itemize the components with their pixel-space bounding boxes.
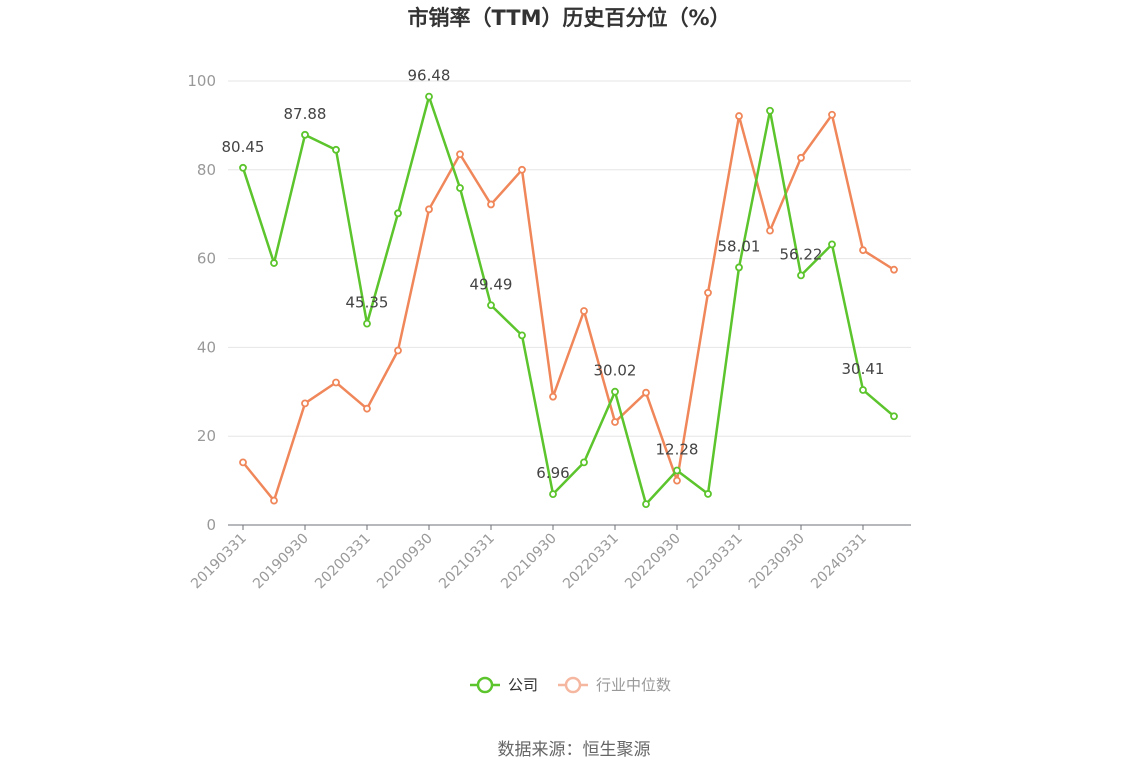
data-point xyxy=(394,209,402,218)
data-point xyxy=(828,110,836,119)
y-tick-label: 40 xyxy=(197,338,216,356)
data-point xyxy=(735,263,743,272)
data-point xyxy=(332,378,340,387)
data-point xyxy=(673,476,681,485)
x-tick-label: 20220930 xyxy=(622,531,684,593)
data-labels: 80.45 87.88 45.35 96.48 49.49 6.96 30.02 12.28 5… xyxy=(222,67,885,482)
x-tick-label: 20190331 xyxy=(188,531,250,593)
legend[interactable]: 公司 行业中位数 xyxy=(470,676,671,694)
data-point xyxy=(673,466,681,475)
legend-marker xyxy=(476,676,494,694)
data-label: 45.35 xyxy=(346,294,389,312)
data-point xyxy=(270,259,278,267)
data-point xyxy=(611,387,619,396)
data-point xyxy=(425,205,433,214)
y-axis: 0 20 40 60 80 100 xyxy=(187,72,216,534)
data-point xyxy=(487,301,495,310)
series-layer xyxy=(239,92,898,509)
data-point xyxy=(766,226,774,235)
data-point xyxy=(456,150,464,159)
legend-marker xyxy=(564,676,582,694)
data-point xyxy=(456,184,464,192)
legend-label: 行业中位数 xyxy=(596,676,671,694)
data-point xyxy=(549,392,557,401)
x-tick-label: 20210930 xyxy=(498,531,560,593)
x-tick-label: 20190930 xyxy=(250,531,312,593)
data-point xyxy=(859,246,867,255)
data-point xyxy=(487,200,495,209)
data-point xyxy=(859,386,867,394)
x-tick-label: 20240331 xyxy=(808,531,870,593)
x-tick-label: 20200930 xyxy=(374,531,436,593)
data-point xyxy=(518,165,526,174)
chart-title: 市销率（TTM）历史百分位（%） xyxy=(407,6,730,30)
data-point xyxy=(239,163,247,172)
data-point xyxy=(704,490,712,498)
data-point xyxy=(890,265,898,274)
data-point xyxy=(828,240,836,249)
data-label: 58.01 xyxy=(718,237,761,255)
x-tick-label: 20230331 xyxy=(684,531,746,593)
data-label: 12.28 xyxy=(656,440,699,458)
data-point xyxy=(239,458,247,467)
data-point xyxy=(890,412,898,421)
data-point xyxy=(611,418,619,426)
x-tick-label: 20230930 xyxy=(746,531,808,593)
data-point xyxy=(363,404,371,413)
data-point xyxy=(704,288,712,297)
data-point xyxy=(549,490,557,498)
y-tick-label: 60 xyxy=(197,250,216,268)
data-point xyxy=(580,307,588,315)
data-point xyxy=(270,496,278,505)
x-tick-label: 20200331 xyxy=(312,531,374,593)
data-label: 6.96 xyxy=(536,464,569,482)
data-point xyxy=(797,271,805,280)
y-tick-label: 0 xyxy=(206,516,216,534)
data-point xyxy=(425,92,433,101)
data-point xyxy=(363,319,371,328)
data-point xyxy=(580,458,588,467)
source-note: 数据来源：恒生聚源 xyxy=(498,740,651,760)
data-point xyxy=(797,153,805,162)
data-label: 80.45 xyxy=(222,138,265,156)
data-label: 30.02 xyxy=(594,362,637,380)
data-label: 30.41 xyxy=(842,360,885,378)
data-point xyxy=(332,145,340,154)
y-tick-label: 20 xyxy=(197,427,216,445)
data-point xyxy=(518,331,526,340)
legend-label: 公司 xyxy=(508,676,538,694)
data-label: 87.88 xyxy=(284,105,327,123)
data-label: 49.49 xyxy=(470,275,513,293)
data-point xyxy=(735,112,743,120)
data-point xyxy=(301,130,309,139)
legend-item[interactable]: 公司 xyxy=(470,676,538,694)
data-point xyxy=(394,346,402,355)
data-point xyxy=(766,106,774,115)
x-axis: 20190331 20190930 20200331 20200930 20210331… xyxy=(188,524,911,593)
y-tick-label: 100 xyxy=(187,72,216,90)
data-point xyxy=(642,500,650,509)
data-label: 56.22 xyxy=(780,245,823,263)
legend-item[interactable]: 行业中位数 xyxy=(558,676,671,694)
x-tick-label: 20210331 xyxy=(436,531,498,593)
data-label: 96.48 xyxy=(408,67,451,85)
x-tick-label: 20220331 xyxy=(560,531,622,593)
y-tick-label: 80 xyxy=(197,161,216,179)
series-line xyxy=(241,95,895,506)
data-point xyxy=(642,388,650,397)
data-point xyxy=(301,399,309,408)
